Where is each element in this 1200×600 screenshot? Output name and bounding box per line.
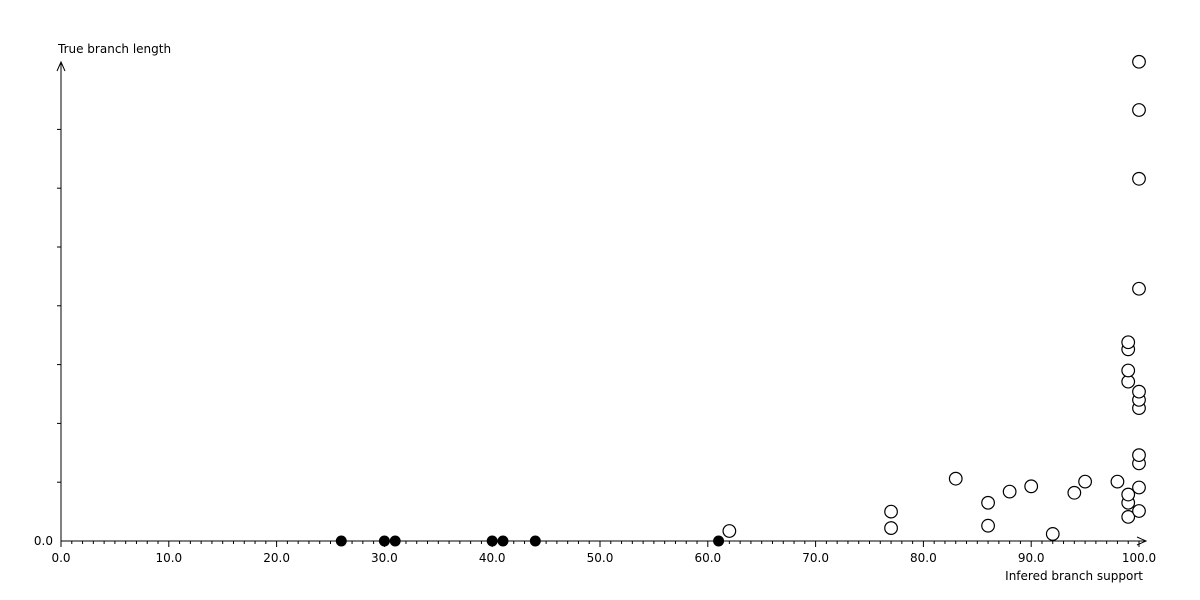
data-point-open <box>1045 527 1060 541</box>
data-point-open <box>1110 474 1125 489</box>
data-point-filled <box>486 535 498 547</box>
data-point-open <box>1132 384 1146 399</box>
y-axis-arrow-icon <box>56 60 66 72</box>
data-point-open <box>1067 485 1082 500</box>
data-point-open <box>1132 480 1146 495</box>
x-tick-label: 40.0 <box>478 551 506 565</box>
data-point-open <box>1132 281 1146 296</box>
data-point-open <box>1132 504 1146 518</box>
data-point-filled <box>529 535 541 547</box>
x-axis-title: Infered branch support <box>1005 569 1143 583</box>
x-tick-label: 0.0 <box>51 551 71 565</box>
x-tick-label: 80.0 <box>910 551 937 565</box>
data-point-open <box>1121 509 1136 524</box>
y-axis-zero-label: 0.0 <box>33 534 53 548</box>
data-point-open <box>948 471 963 486</box>
x-tick-label: 50.0 <box>586 551 614 565</box>
data-point-open <box>1132 448 1146 463</box>
x-tick-label: 70.0 <box>802 551 829 565</box>
x-tick-label: 30.0 <box>371 551 398 565</box>
x-tick-label: 90.0 <box>1017 551 1045 565</box>
data-point-filled <box>378 535 390 547</box>
data-point-filled <box>497 535 509 547</box>
data-point-open <box>884 521 898 535</box>
data-point-filled <box>335 535 347 547</box>
data-point-open <box>1121 335 1136 350</box>
data-point-open <box>884 504 898 519</box>
y-axis-title: True branch length <box>58 42 172 56</box>
x-tick-label: 10.0 <box>155 551 183 565</box>
data-point-open <box>1121 363 1136 378</box>
x-tick-label: 60.0 <box>694 551 722 565</box>
data-point-open <box>1132 171 1146 186</box>
data-point-open <box>1132 103 1146 117</box>
data-point-open <box>1024 479 1039 494</box>
data-point-open <box>1121 487 1136 502</box>
data-point-open <box>1002 484 1017 499</box>
data-point-open <box>981 495 995 510</box>
data-point-open <box>722 524 737 538</box>
x-axis-arrow-icon <box>1136 536 1148 546</box>
x-tick-label: 100.0 <box>1121 551 1157 565</box>
x-tick-label: 20.0 <box>263 551 290 565</box>
data-point-open <box>1078 474 1092 489</box>
data-point-open <box>981 518 995 533</box>
data-point-open <box>1132 54 1146 69</box>
data-point-filled <box>713 535 725 547</box>
data-point-filled <box>389 535 401 547</box>
